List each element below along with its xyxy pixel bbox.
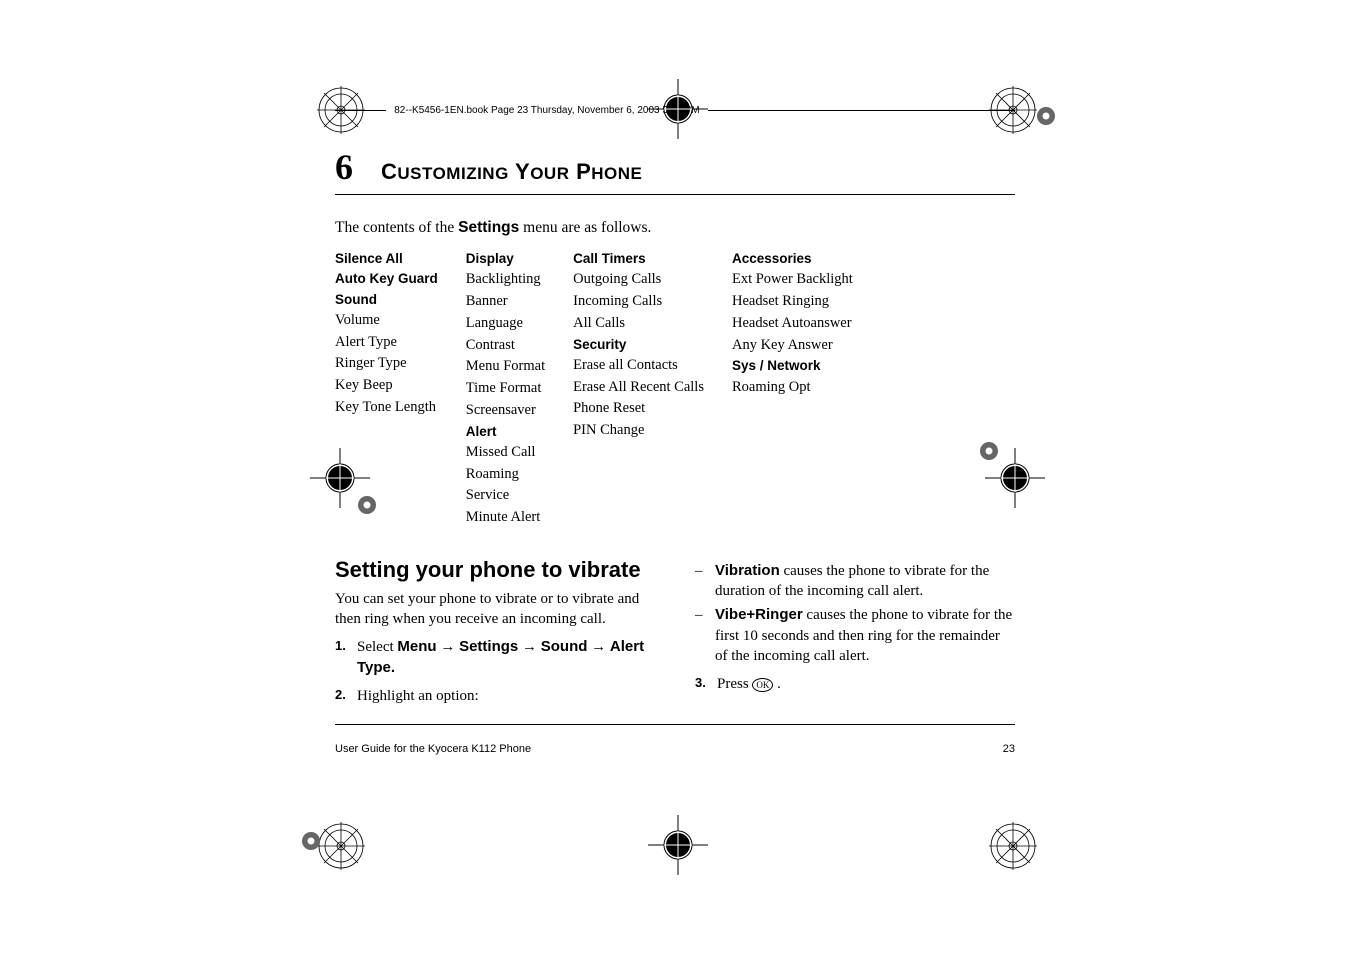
starburst-tl bbox=[313, 82, 369, 138]
option-body: Vibration causes the phone to vibrate fo… bbox=[715, 561, 1015, 602]
settings-group-heading: Auto Key Guard bbox=[335, 269, 438, 289]
chapter-number: 6 bbox=[335, 146, 353, 188]
lower-columns: Setting your phone to vibrate You can se… bbox=[335, 557, 1015, 706]
intro-bold: Settings bbox=[458, 219, 519, 236]
text-run: → bbox=[518, 639, 541, 655]
bold-run: Menu bbox=[397, 638, 436, 655]
option-item: –Vibration causes the phone to vibrate f… bbox=[695, 561, 1015, 602]
header-rule-right bbox=[708, 110, 1015, 111]
settings-item: Alert Type bbox=[335, 332, 438, 354]
step3-pre: Press bbox=[717, 676, 752, 692]
settings-item: All Calls bbox=[573, 313, 704, 335]
settings-item: Contrast bbox=[466, 335, 545, 357]
section-heading: Setting your phone to vibrate bbox=[335, 557, 655, 583]
dash-icon: – bbox=[695, 561, 705, 602]
settings-item: Volume bbox=[335, 310, 438, 332]
text-run: Select bbox=[357, 639, 397, 655]
settings-column: DisplayBacklightingBannerLanguageContras… bbox=[466, 249, 545, 529]
intro-post: menu are as follows. bbox=[519, 219, 651, 236]
step3-post: . bbox=[773, 676, 781, 692]
gear-right bbox=[978, 440, 1000, 462]
option-name: Vibration bbox=[715, 562, 780, 579]
option-name: Vibe+Ringer bbox=[715, 606, 803, 623]
settings-item: Roaming bbox=[466, 464, 545, 486]
settings-item: Ext Power Backlight bbox=[732, 269, 853, 291]
crop-mark-top bbox=[648, 79, 708, 139]
settings-item: Any Key Answer bbox=[732, 335, 853, 357]
settings-item: Headset Ringing bbox=[732, 291, 853, 313]
text-run: Highlight an option: bbox=[357, 688, 479, 704]
settings-group-heading: Silence All bbox=[335, 249, 438, 269]
settings-item: Outgoing Calls bbox=[573, 269, 704, 291]
option-body: Vibe+Ringer causes the phone to vibrate … bbox=[715, 605, 1015, 666]
settings-item: Menu Format bbox=[466, 356, 545, 378]
crop-mark-bottom bbox=[648, 815, 708, 875]
settings-item: Service bbox=[466, 485, 545, 507]
intro-pre: The contents of the bbox=[335, 219, 458, 236]
option-item: –Vibe+Ringer causes the phone to vibrate… bbox=[695, 605, 1015, 666]
step-number: 2. bbox=[335, 686, 349, 706]
settings-item: Ringer Type bbox=[335, 353, 438, 375]
step-number: 1. bbox=[335, 637, 349, 678]
settings-group-heading: Display bbox=[466, 249, 545, 269]
page-footer: User Guide for the Kyocera K112 Phone 23 bbox=[335, 743, 1015, 755]
settings-item: Missed Call bbox=[466, 442, 545, 464]
step-number: 3. bbox=[695, 674, 709, 694]
settings-group-heading: Security bbox=[573, 335, 704, 355]
settings-item: Minute Alert bbox=[466, 507, 545, 529]
footer-right: 23 bbox=[1003, 743, 1015, 755]
chapter-title-part: HONE bbox=[591, 164, 642, 183]
settings-item: Roaming Opt bbox=[732, 377, 853, 399]
settings-group-heading: Alert bbox=[466, 422, 545, 442]
settings-item: Key Beep bbox=[335, 375, 438, 397]
ok-icon: OK bbox=[752, 678, 773, 692]
chapter-title-part: C bbox=[381, 159, 397, 184]
settings-group-heading: Sys / Network bbox=[732, 356, 853, 376]
step: 2. Highlight an option: bbox=[335, 686, 655, 706]
settings-item: Incoming Calls bbox=[573, 291, 704, 313]
step-3: 3. Press OK . bbox=[695, 674, 1015, 694]
footer-rule bbox=[335, 724, 1015, 725]
settings-item: Backlighting bbox=[466, 269, 545, 291]
dash-icon: – bbox=[695, 605, 705, 666]
step-body: Highlight an option: bbox=[357, 686, 479, 706]
footer-left: User Guide for the Kyocera K112 Phone bbox=[335, 743, 531, 755]
settings-item: Erase all Contacts bbox=[573, 355, 704, 377]
section-body: You can set your phone to vibrate or to … bbox=[335, 589, 655, 630]
chapter-title-part: OUR bbox=[530, 164, 569, 183]
text-run: → bbox=[437, 639, 460, 655]
chapter-title: CUSTOMIZING YOUR PHONE bbox=[381, 159, 642, 185]
chapter-title-part: Y bbox=[509, 159, 530, 184]
gear-tr bbox=[1035, 105, 1057, 127]
settings-item: Screensaver bbox=[466, 400, 545, 422]
chapter-rule bbox=[335, 194, 1015, 195]
intro-line: The contents of the Settings menu are as… bbox=[335, 219, 1015, 237]
settings-item: Erase All Recent Calls bbox=[573, 377, 704, 399]
settings-item: Language bbox=[466, 313, 545, 335]
bold-run: Settings bbox=[459, 638, 518, 655]
chapter-title-part: USTOMIZING bbox=[397, 164, 508, 183]
bold-run: Sound bbox=[541, 638, 588, 655]
chapter-heading: 6 CUSTOMIZING YOUR PHONE bbox=[335, 146, 1015, 188]
settings-group-heading: Call Timers bbox=[573, 249, 704, 269]
gear-left bbox=[356, 494, 378, 516]
step-body: Select Menu → Settings → Sound → Alert T… bbox=[357, 637, 655, 678]
settings-group-heading: Accessories bbox=[732, 249, 853, 269]
gear-bl bbox=[300, 830, 322, 852]
settings-column: Call TimersOutgoing CallsIncoming CallsA… bbox=[573, 249, 704, 529]
settings-item: Headset Autoanswer bbox=[732, 313, 853, 335]
settings-column: AccessoriesExt Power BacklightHeadset Ri… bbox=[732, 249, 853, 529]
starburst-br bbox=[985, 818, 1041, 874]
starburst-tr bbox=[985, 82, 1041, 138]
settings-columns: Silence AllAuto Key GuardSoundVolumeAler… bbox=[335, 249, 1015, 529]
settings-group-heading: Sound bbox=[335, 290, 438, 310]
settings-item: Time Format bbox=[466, 378, 545, 400]
step: 1.Select Menu → Settings → Sound → Alert… bbox=[335, 637, 655, 678]
settings-item: PIN Change bbox=[573, 420, 704, 442]
settings-item: Banner bbox=[466, 291, 545, 313]
settings-item: Key Tone Length bbox=[335, 397, 438, 419]
settings-item: Phone Reset bbox=[573, 398, 704, 420]
text-run: → bbox=[587, 639, 610, 655]
chapter-title-part: P bbox=[569, 159, 591, 184]
